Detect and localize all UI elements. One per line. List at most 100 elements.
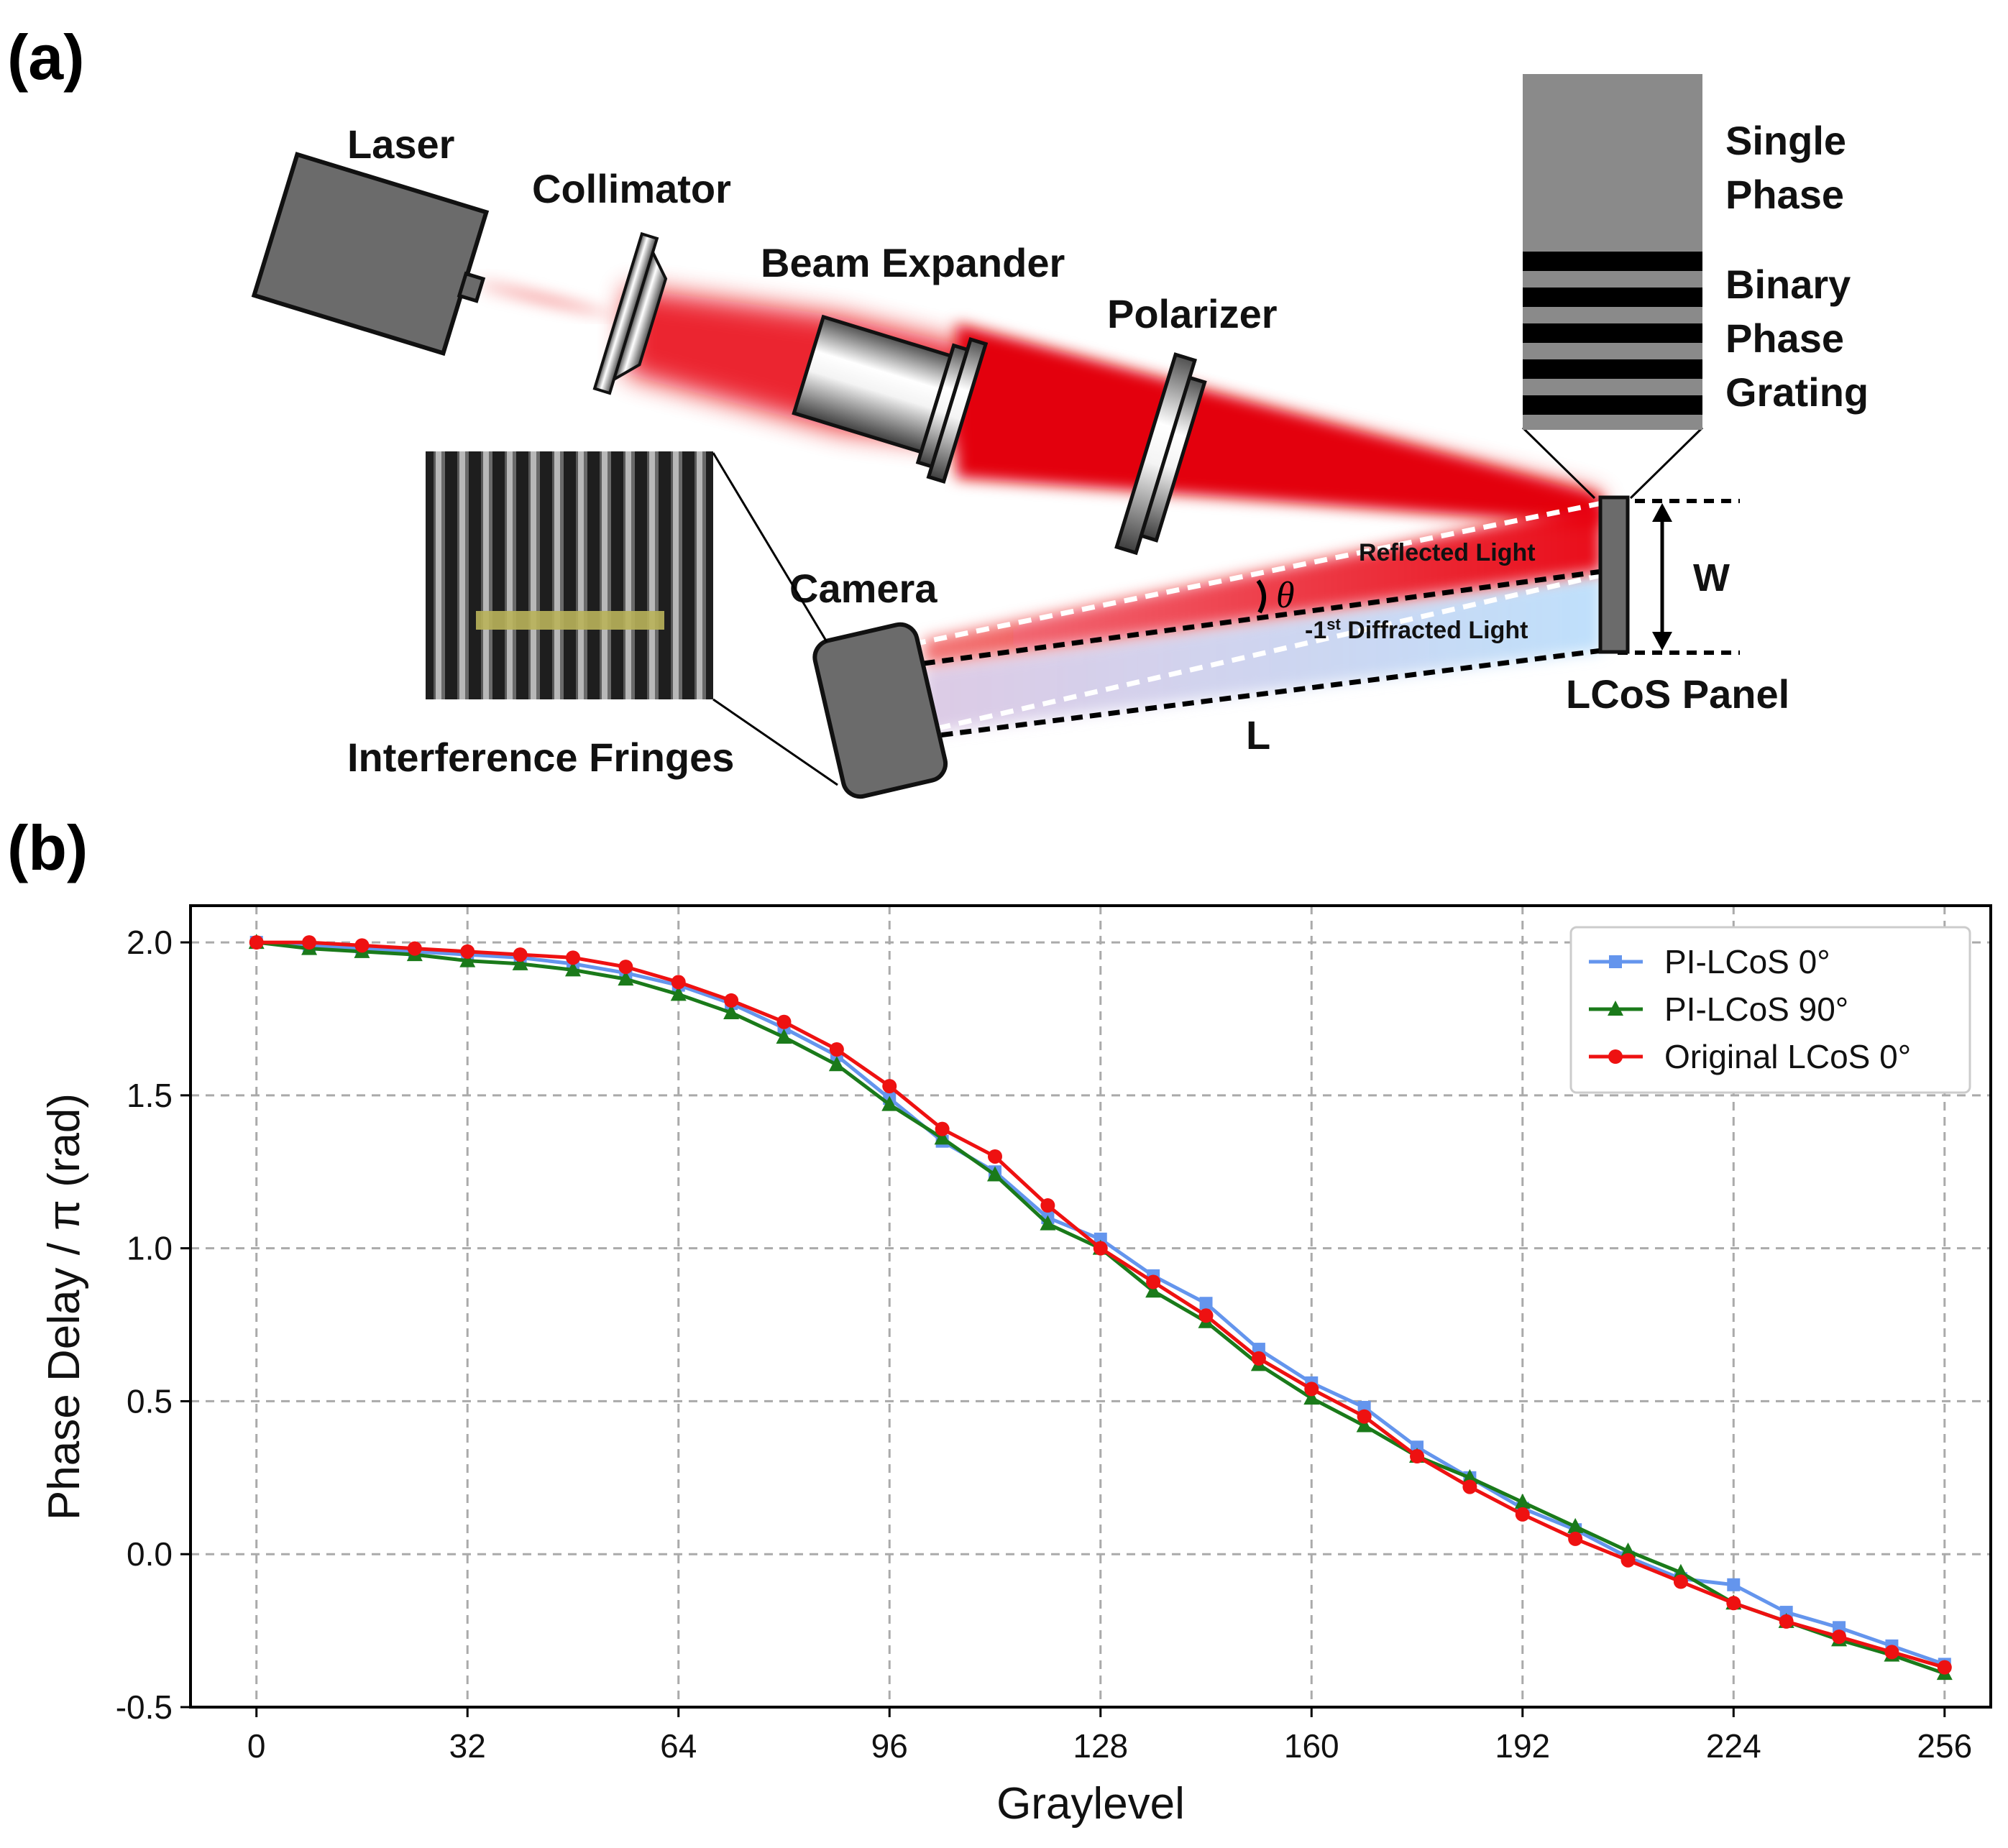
data-point: [354, 938, 370, 953]
legend-entry: PI-LCoS 0°: [1589, 943, 1830, 980]
data-point: [1199, 1297, 1213, 1310]
plot-frame: [189, 904, 1992, 1709]
data-point: [1620, 1542, 1636, 1558]
laser-label: Laser: [347, 121, 454, 167]
data-point: [935, 1121, 950, 1136]
x-tick-label: 0: [247, 1727, 266, 1765]
legend-entry: PI-LCoS 90°: [1589, 990, 1848, 1028]
series-3: [249, 935, 1952, 1675]
data-point: [1727, 1578, 1741, 1591]
data-point: [1937, 1660, 1952, 1675]
legend-label: PI-LCoS 0°: [1664, 943, 1830, 980]
x-tick-label: 32: [449, 1727, 486, 1765]
fringe-image: [426, 451, 713, 699]
single-phase-line2: Phase: [1725, 172, 1844, 217]
panel-label-b: (b): [7, 812, 88, 883]
data-point: [249, 935, 264, 950]
x-tick-label: 64: [660, 1727, 697, 1765]
data-point: [882, 1079, 897, 1094]
collimator-label: Collimator: [532, 166, 731, 211]
legend-label: PI-LCoS 90°: [1664, 990, 1848, 1028]
data-point: [1620, 1553, 1636, 1568]
lcos-panel-label: LCoS Panel: [1566, 671, 1789, 717]
y-axis-title: Phase Delay / π (rad): [40, 1093, 89, 1520]
ticks: 0 32 64 96 128 160 192 224 256 2.0 1.5 1.0 0.5 0.0 -0.…: [116, 924, 1972, 1765]
data-point: [1410, 1449, 1425, 1464]
data-point: [1251, 1351, 1266, 1366]
diffracted-dashed-lower: [916, 648, 1603, 741]
data-point: [1567, 1517, 1584, 1533]
legend-label: Original LCoS 0°: [1664, 1038, 1911, 1075]
data-point: [512, 955, 528, 970]
interference-fringes-label: Interference Fringes: [347, 735, 734, 780]
fringe-zoom-line-top: [712, 452, 828, 643]
data-point: [1726, 1596, 1741, 1611]
data-point: [1040, 1198, 1055, 1213]
l-label: L: [1246, 712, 1270, 758]
y-tick-label: 0.5: [127, 1382, 173, 1420]
data-point: [1568, 1531, 1583, 1546]
data-point: [618, 970, 634, 986]
zoom-line-right: [1629, 426, 1704, 500]
data-point: [564, 961, 581, 977]
data-point: [828, 1056, 845, 1072]
laser-beam: [478, 277, 618, 316]
series-layer: [248, 934, 1953, 1681]
data-point: [987, 1166, 1004, 1182]
theta-label: θ: [1276, 575, 1295, 616]
data-point: [1462, 1468, 1478, 1484]
camera: [812, 622, 948, 799]
data-point: [934, 1129, 950, 1145]
w-arrow: [1652, 503, 1672, 651]
x-tick-label: 256: [1917, 1727, 1972, 1765]
data-point: [776, 1014, 792, 1029]
data-point: [407, 941, 422, 956]
x-tick-label: 128: [1073, 1727, 1128, 1765]
panel-label-a: (a): [7, 22, 85, 93]
x-tick-label: 192: [1495, 1727, 1550, 1765]
data-point: [1462, 1479, 1477, 1494]
data-point: [1673, 1574, 1688, 1589]
data-point: [513, 947, 528, 962]
data-point: [1832, 1629, 1847, 1645]
data-point: [1357, 1409, 1372, 1424]
reflected-beam: [924, 503, 1602, 665]
reflected-dashed-lower: [912, 569, 1603, 668]
lcos-panel: [1598, 495, 1630, 654]
laser: [251, 152, 490, 357]
polarizer-label: Polarizer: [1107, 291, 1278, 336]
legend-marker: [1608, 1001, 1623, 1016]
legend-entry: Original LCoS 0°: [1589, 1038, 1911, 1075]
beam-expander: [792, 314, 989, 484]
legend-marker: [1609, 955, 1622, 968]
data-point: [881, 1095, 898, 1111]
x-tick-label: 160: [1284, 1727, 1339, 1765]
data-point: [1198, 1308, 1214, 1323]
fringe-zoom-line-bottom: [712, 698, 838, 786]
diffracted-light-label: -1st Diffracted Light: [1305, 615, 1528, 644]
data-point: [1672, 1563, 1689, 1579]
data-point: [1356, 1417, 1372, 1433]
y-tick-label: 2.0: [127, 924, 173, 961]
data-point: [1515, 1507, 1530, 1522]
x-tick-label: 224: [1706, 1727, 1761, 1765]
phase-delay-chart: 0 32 64 96 128 160 192 224 256 2.0 1.5 1.0 0.5 0.0 -0.…: [40, 904, 1992, 1829]
data-point: [1145, 1282, 1162, 1298]
data-point: [1514, 1493, 1531, 1509]
data-point: [565, 950, 580, 965]
data-point: [776, 1028, 792, 1044]
beam-expander-label: Beam Expander: [761, 240, 1065, 285]
binary-grating-line3: Grating: [1725, 369, 1869, 415]
data-point: [459, 952, 476, 967]
x-tick-label: 96: [871, 1727, 908, 1765]
data-point: [988, 1149, 1003, 1164]
theta-arc: [1256, 579, 1266, 614]
legend: PI-LCoS 0° PI-LCoS 90° Original LCoS 0°: [1569, 926, 1971, 1094]
legend-marker: [1608, 1049, 1623, 1064]
polarizer: [1114, 352, 1207, 556]
data-point: [671, 975, 686, 990]
data-point: [1303, 1389, 1320, 1405]
data-point: [1884, 1645, 1899, 1660]
y-tick-label: -0.5: [116, 1688, 173, 1726]
